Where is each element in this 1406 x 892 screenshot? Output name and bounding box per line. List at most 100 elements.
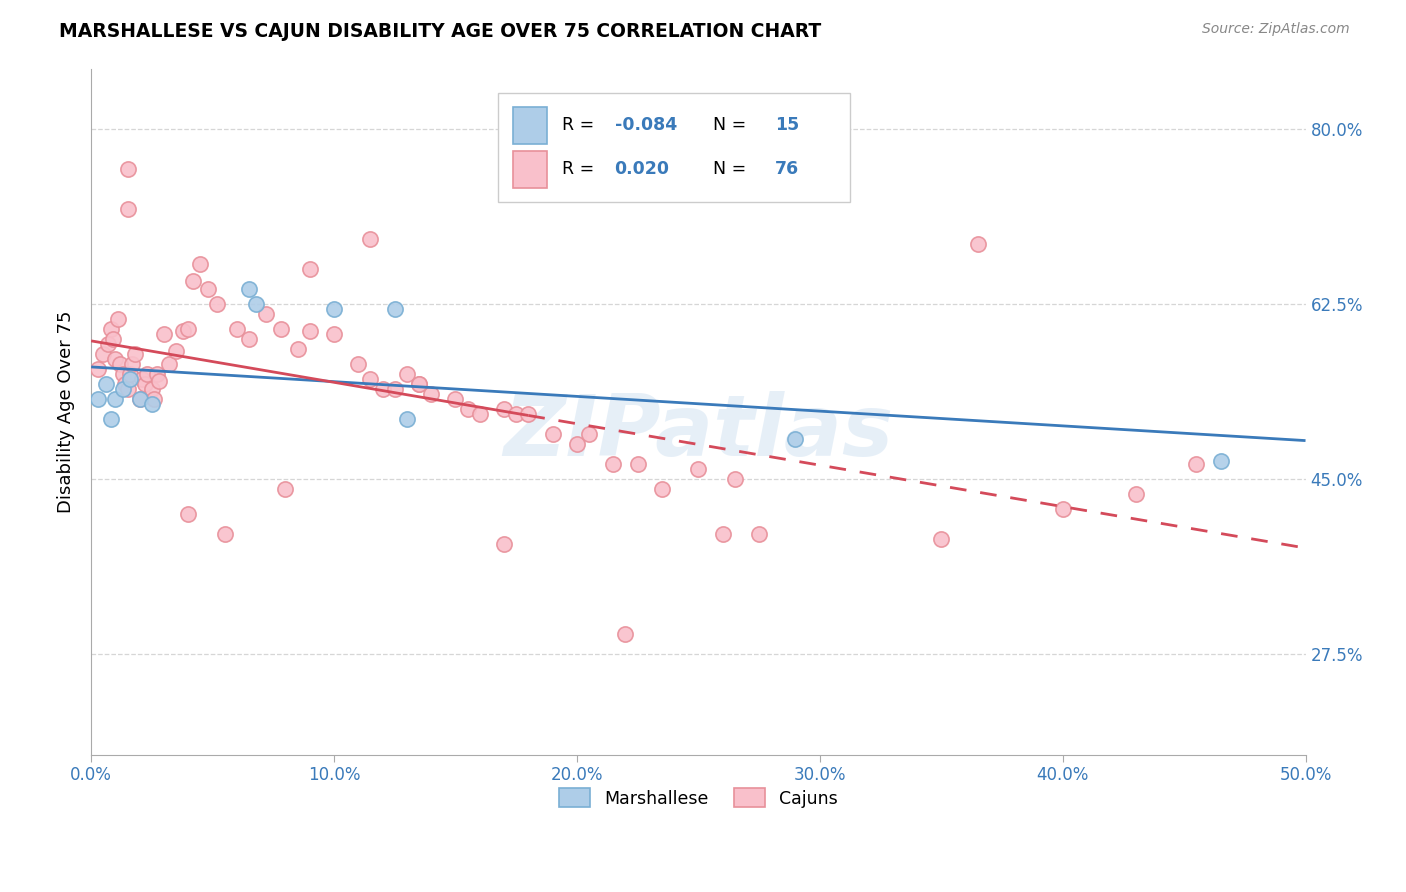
- Point: [298, 324, 321, 338]
- Point: [347, 357, 370, 371]
- Point: [517, 407, 540, 421]
- Point: [492, 537, 515, 551]
- Point: [145, 367, 167, 381]
- Point: [104, 392, 127, 406]
- Point: [408, 376, 430, 391]
- Point: [966, 236, 988, 251]
- Point: [371, 382, 394, 396]
- FancyBboxPatch shape: [513, 151, 547, 188]
- Point: [207, 297, 229, 311]
- Point: [128, 392, 150, 406]
- Point: [118, 372, 141, 386]
- Point: [97, 337, 120, 351]
- Point: [100, 322, 122, 336]
- Point: [117, 382, 139, 396]
- Point: [143, 392, 166, 406]
- Point: [929, 533, 952, 547]
- Text: N =: N =: [702, 161, 752, 178]
- Point: [134, 376, 156, 391]
- FancyBboxPatch shape: [513, 107, 547, 145]
- Point: [111, 367, 134, 381]
- Point: [157, 357, 180, 371]
- Text: -0.084: -0.084: [614, 117, 676, 135]
- Point: [107, 312, 129, 326]
- Point: [323, 301, 346, 316]
- Point: [153, 326, 176, 341]
- Y-axis label: Disability Age Over 75: Disability Age Over 75: [58, 310, 75, 513]
- Point: [359, 232, 381, 246]
- Point: [141, 382, 163, 396]
- Point: [181, 274, 204, 288]
- Point: [384, 301, 406, 316]
- Point: [117, 202, 139, 216]
- Point: [274, 482, 297, 496]
- Point: [238, 332, 260, 346]
- Point: [384, 382, 406, 396]
- Point: [118, 367, 141, 381]
- Text: 76: 76: [775, 161, 799, 178]
- Point: [395, 412, 418, 426]
- Text: Source: ZipAtlas.com: Source: ZipAtlas.com: [1202, 22, 1350, 37]
- Point: [492, 402, 515, 417]
- Point: [190, 257, 212, 271]
- Point: [136, 367, 159, 381]
- Point: [785, 432, 807, 446]
- Point: [323, 326, 346, 341]
- Point: [1185, 457, 1208, 471]
- Point: [87, 362, 110, 376]
- Point: [420, 387, 443, 401]
- Point: [128, 392, 150, 406]
- Point: [270, 322, 292, 336]
- Point: [101, 332, 124, 346]
- Point: [111, 382, 134, 396]
- Point: [626, 457, 648, 471]
- Point: [238, 282, 260, 296]
- Point: [444, 392, 467, 406]
- Point: [468, 407, 491, 421]
- Point: [688, 462, 710, 476]
- Point: [602, 457, 624, 471]
- Point: [124, 347, 146, 361]
- Point: [87, 392, 110, 406]
- Text: N =: N =: [702, 117, 752, 135]
- Point: [225, 322, 247, 336]
- Point: [1209, 454, 1232, 468]
- Point: [298, 261, 321, 276]
- Point: [254, 307, 277, 321]
- Point: [457, 402, 479, 417]
- Point: [165, 343, 187, 358]
- Text: 15: 15: [775, 117, 799, 135]
- FancyBboxPatch shape: [498, 93, 851, 202]
- Point: [214, 527, 236, 541]
- Text: R =: R =: [562, 117, 600, 135]
- Point: [565, 437, 588, 451]
- Text: MARSHALLESE VS CAJUN DISABILITY AGE OVER 75 CORRELATION CHART: MARSHALLESE VS CAJUN DISABILITY AGE OVER…: [59, 22, 821, 41]
- Point: [104, 351, 127, 366]
- Point: [578, 427, 600, 442]
- Point: [100, 412, 122, 426]
- Point: [91, 347, 114, 361]
- Point: [172, 324, 194, 338]
- Point: [395, 367, 418, 381]
- Point: [1052, 502, 1074, 516]
- Point: [94, 376, 117, 391]
- Point: [141, 397, 163, 411]
- Point: [651, 482, 673, 496]
- Point: [541, 427, 564, 442]
- Point: [287, 342, 309, 356]
- Point: [148, 374, 170, 388]
- Point: [114, 376, 136, 391]
- Point: [614, 627, 637, 641]
- Point: [117, 161, 139, 176]
- Point: [408, 376, 430, 391]
- Text: ZIPatlas: ZIPatlas: [503, 391, 893, 474]
- Text: 0.020: 0.020: [614, 161, 669, 178]
- Point: [359, 372, 381, 386]
- Legend: Marshallese, Cajuns: Marshallese, Cajuns: [551, 781, 845, 814]
- Text: R =: R =: [562, 161, 600, 178]
- Point: [121, 357, 143, 371]
- Point: [505, 407, 527, 421]
- Point: [711, 527, 734, 541]
- Point: [724, 472, 747, 486]
- Point: [110, 357, 132, 371]
